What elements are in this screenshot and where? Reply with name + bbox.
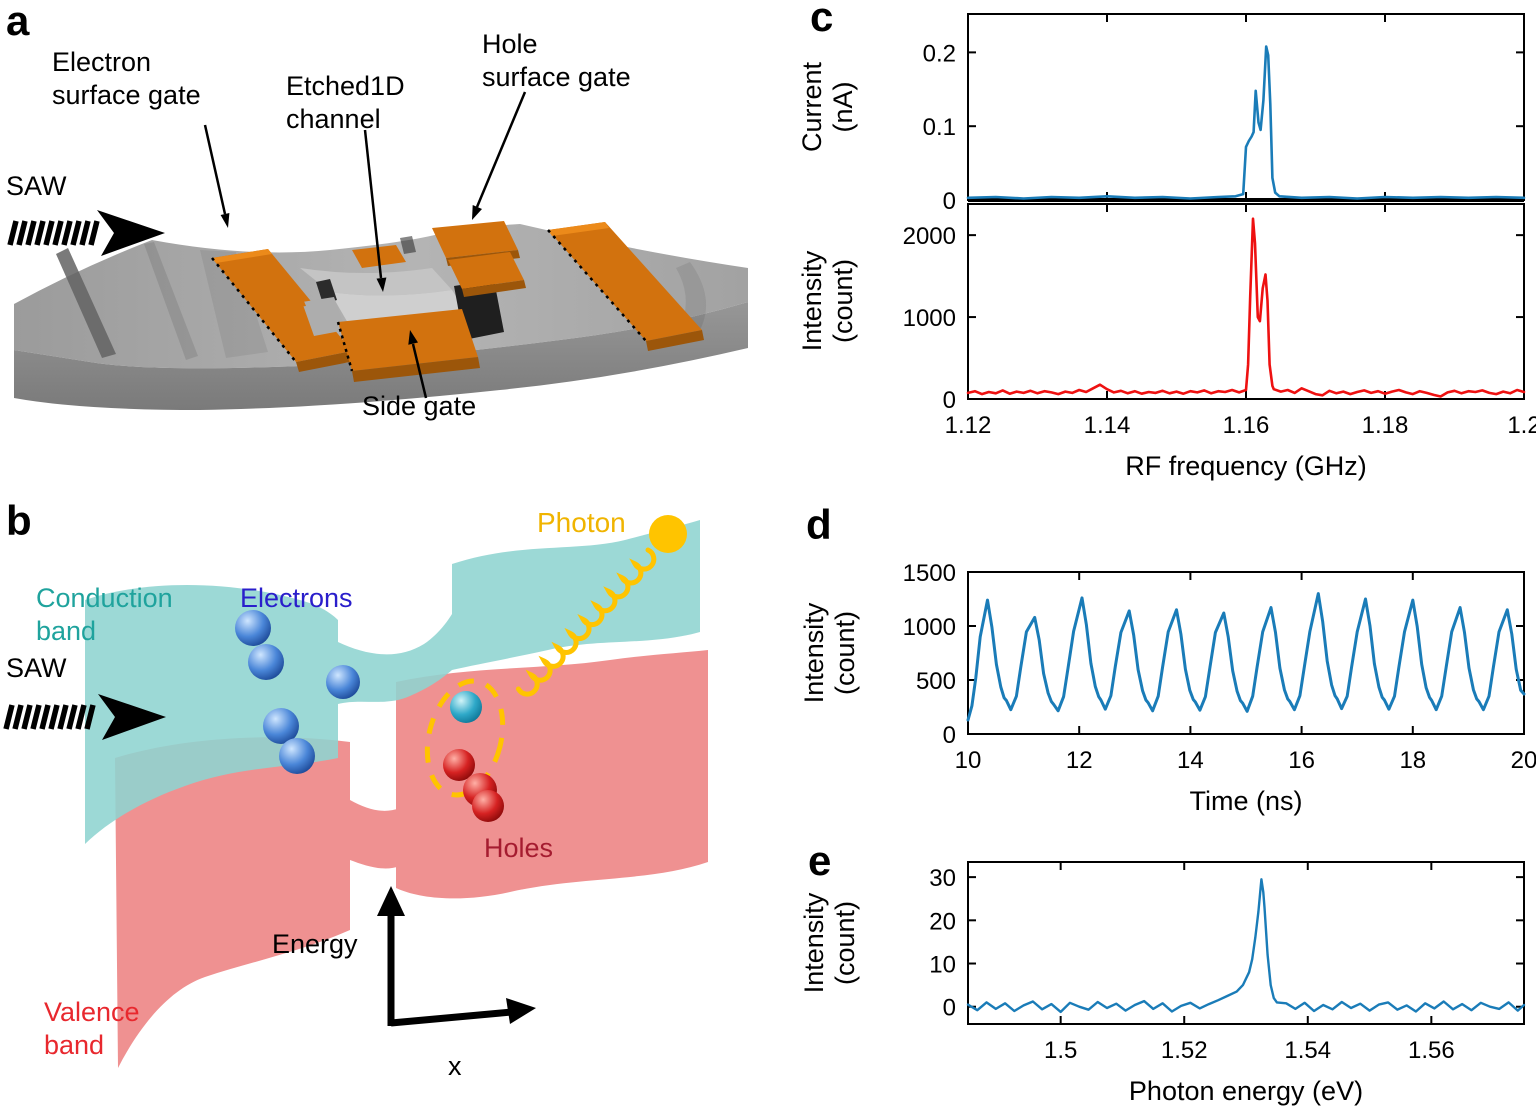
electron-gate-label: Electron surface gate <box>52 47 201 110</box>
svg-text:1.12: 1.12 <box>945 412 992 439</box>
x-arrowhead <box>506 998 536 1024</box>
svg-text:1.16: 1.16 <box>1223 412 1270 439</box>
device-3d-illustration <box>7 91 748 410</box>
svg-text:0.1: 0.1 <box>923 114 956 141</box>
svg-text:20: 20 <box>929 908 956 935</box>
svg-text:10: 10 <box>955 747 982 774</box>
photon-squiggle <box>515 547 657 697</box>
panel-e-letter: e <box>808 837 832 884</box>
svg-text:14: 14 <box>1177 747 1204 774</box>
svg-text:20: 20 <box>1511 747 1536 774</box>
svg-text:18: 18 <box>1399 747 1426 774</box>
panel-b-band-diagram: b Photon Conduction band Electrons SAW H… <box>0 470 770 1106</box>
svg-text:16: 16 <box>1288 747 1315 774</box>
panel-d-letter: d <box>806 501 832 548</box>
saw-arrow <box>7 210 165 256</box>
svg-text:1.18: 1.18 <box>1362 412 1409 439</box>
hole-surface-gate <box>448 222 704 351</box>
svg-text:1000: 1000 <box>903 305 956 332</box>
svg-text:0: 0 <box>943 995 956 1022</box>
svg-text:2000: 2000 <box>903 223 956 250</box>
panel-c-letter: c <box>810 0 834 40</box>
energy-axis-label: Energy <box>272 929 358 959</box>
saw-transducer-groove <box>56 248 116 358</box>
intensity-y-axis-label-d: Intensity (count) <box>799 602 860 704</box>
svg-text:Time (ns): Time (ns) <box>1190 786 1303 816</box>
annotation-arrows <box>203 91 527 399</box>
svg-text:Photon energy (eV): Photon energy (eV) <box>1129 1076 1363 1106</box>
svg-text:0: 0 <box>943 387 956 414</box>
holes-label: Holes <box>484 833 554 863</box>
panel-d-time-trace: 10 12 14 16 18 20 0 500 1000 1500 Time (ns) d Inte… <box>782 496 1536 826</box>
energy-x-axes <box>377 886 536 1027</box>
panel-a-device-schematic: a Electron surface gate Etched1D channel… <box>0 0 770 470</box>
svg-text:1.54: 1.54 <box>1284 1037 1331 1064</box>
side-gate <box>336 309 480 382</box>
electrons-label: Electrons <box>240 583 353 613</box>
conduction-band-label: Conduction band <box>36 583 173 646</box>
panel-b-letter: b <box>6 497 32 544</box>
photon-label: Photon <box>537 507 626 538</box>
svg-text:1.5: 1.5 <box>1044 1037 1077 1064</box>
panel-e-spectrum: 1.5 1.52 1.54 1.56 0 10 20 30 Photon energy (eV)… <box>782 826 1536 1106</box>
recombining-electron-sphere <box>450 691 482 723</box>
photon-ball <box>649 515 687 553</box>
side-gate-label: Side gate <box>362 391 477 421</box>
etched-channel-floor <box>300 268 452 296</box>
panel-a-letter: a <box>6 0 30 44</box>
svg-text:0: 0 <box>943 722 956 749</box>
chart-intensity-vs-time: 10 12 14 16 18 20 0 500 1000 1500 Time (ns) <box>903 560 1536 816</box>
svg-text:0: 0 <box>943 188 956 215</box>
svg-text:RF frequency (GHz): RF frequency (GHz) <box>1125 451 1367 481</box>
chart-current-vs-rf-frequency: 0 0.1 0.2 <box>923 13 1526 215</box>
intensity-y-axis-label-e: Intensity (count) <box>799 892 860 994</box>
x-axis-label: x <box>448 1051 462 1081</box>
band-diagram-illustration <box>3 515 708 1068</box>
chart-intensity-vs-rf-frequency: 1.12 1.14 1.16 1.18 1.2 0 1000 2000 RF frequency… <box>903 203 1536 481</box>
etched-channel-label: Etched1D channel <box>286 71 405 134</box>
svg-text:1000: 1000 <box>903 614 956 641</box>
svg-text:1.52: 1.52 <box>1161 1037 1208 1064</box>
recombination-ellipse <box>424 678 506 798</box>
svg-text:10: 10 <box>929 952 956 979</box>
hole-spheres <box>443 749 504 822</box>
hole-gate-label: Hole surface gate <box>482 29 631 92</box>
saw-label-b: SAW <box>6 653 67 683</box>
electron-surface-gate <box>211 249 355 372</box>
svg-text:12: 12 <box>1066 747 1093 774</box>
saw-arrow <box>3 694 166 740</box>
svg-text:30: 30 <box>929 865 956 892</box>
saw-label: SAW <box>6 171 67 201</box>
intensity-y-axis-label-c: Intensity (count) <box>797 250 858 352</box>
svg-text:1.2: 1.2 <box>1507 412 1536 439</box>
svg-text:1.56: 1.56 <box>1408 1037 1455 1064</box>
chart-intensity-vs-photon-energy: 1.5 1.52 1.54 1.56 0 10 20 30 Photon energy (eV) <box>929 861 1526 1106</box>
energy-arrowhead <box>377 886 405 916</box>
valence-band-label: Valence band <box>44 997 140 1060</box>
svg-text:1.14: 1.14 <box>1084 412 1131 439</box>
svg-text:0.2: 0.2 <box>923 40 956 67</box>
current-y-axis-label: Current (nA) <box>797 61 858 153</box>
svg-text:1500: 1500 <box>903 560 956 587</box>
electron-spheres <box>235 610 360 774</box>
svg-text:500: 500 <box>916 668 956 695</box>
panel-c-rf-sweep: 0 0.1 0.2 1.12 1.14 1.16 1.18 1.2 0 1000 2000 RF f… <box>782 0 1536 490</box>
